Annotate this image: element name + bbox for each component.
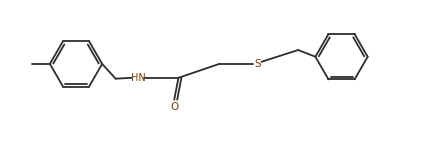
Text: S: S (254, 59, 261, 69)
Text: HN: HN (131, 73, 145, 83)
Text: O: O (170, 102, 178, 112)
